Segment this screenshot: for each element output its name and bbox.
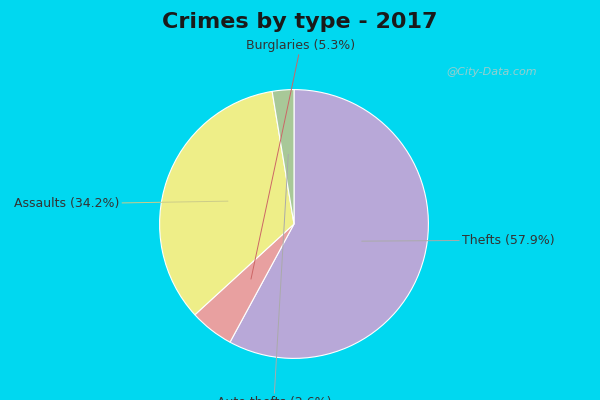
Text: Burglaries (5.3%): Burglaries (5.3%) xyxy=(246,39,355,279)
Text: Auto thefts (2.6%): Auto thefts (2.6%) xyxy=(217,154,331,400)
Wedge shape xyxy=(160,91,294,315)
Wedge shape xyxy=(272,90,294,224)
Text: Assaults (34.2%): Assaults (34.2%) xyxy=(14,197,228,210)
Wedge shape xyxy=(230,90,428,358)
Text: Crimes by type - 2017: Crimes by type - 2017 xyxy=(162,12,438,32)
Wedge shape xyxy=(195,224,294,342)
Text: Thefts (57.9%): Thefts (57.9%) xyxy=(362,234,554,247)
Text: @City-Data.com: @City-Data.com xyxy=(446,67,538,77)
